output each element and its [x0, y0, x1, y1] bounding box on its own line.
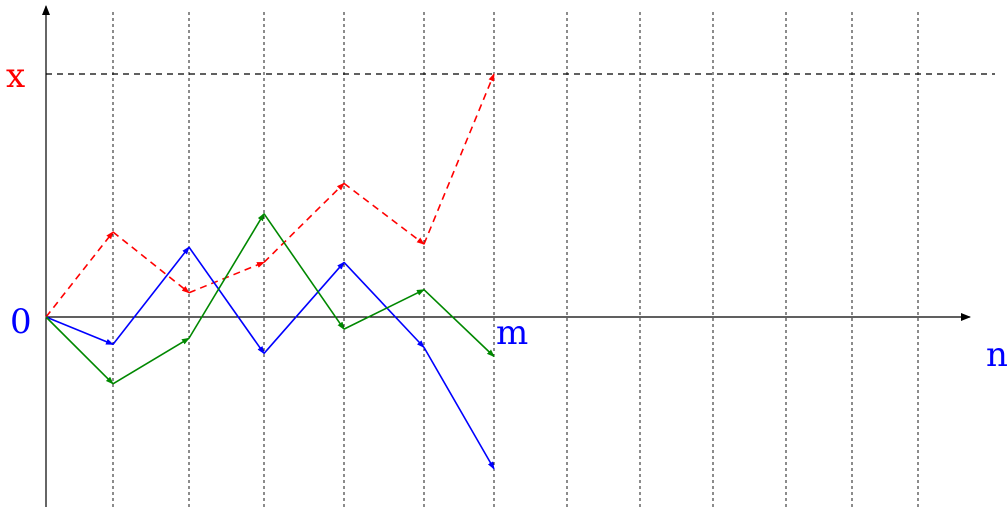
red-path-segment — [263, 182, 345, 263]
origin-label: 0 — [10, 302, 32, 342]
green-path-segment — [343, 288, 425, 330]
green-path-segment — [263, 213, 345, 330]
m-label: m — [496, 313, 528, 353]
red-path-segment — [423, 73, 495, 245]
red-path-segment — [112, 231, 190, 294]
red-path-segment — [343, 182, 425, 245]
n-axis-label: n — [986, 335, 1008, 375]
red-path-segment — [45, 231, 114, 318]
green-path-segment — [45, 316, 114, 385]
blue-path-segment — [263, 261, 345, 354]
blue-path-segment — [423, 346, 495, 470]
blue-path-segment — [343, 261, 425, 349]
walk-paths — [45, 73, 495, 470]
blue-path-segment — [45, 316, 114, 346]
green-path-segment — [112, 337, 190, 385]
blue-path-segment — [112, 246, 190, 345]
green-path-segment — [423, 289, 495, 358]
blue-path-segment — [188, 246, 265, 355]
x-level-label: x — [6, 56, 25, 96]
time-grid-lines — [112, 12, 919, 507]
green-path-segment — [188, 212, 265, 339]
